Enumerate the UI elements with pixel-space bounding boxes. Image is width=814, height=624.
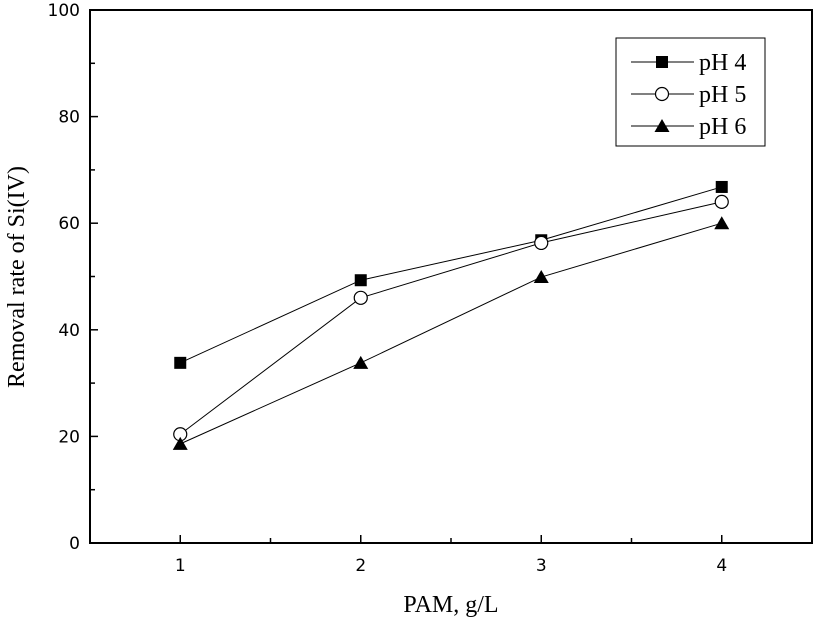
data-point [174,356,187,369]
series-ph-4 [174,180,728,369]
legend-label: pH 4 [699,50,746,76]
series-line [180,222,722,445]
axes: 0 20 40 60 80 100 1 2 3 4 [48,1,813,576]
series-group [172,180,730,450]
legend-marker [656,56,668,68]
x-tick-label: 2 [355,556,366,576]
legend-box [615,37,766,147]
x-tick-label: 3 [536,556,547,576]
series-line [180,186,722,364]
legend-label: pH 5 [699,82,746,108]
data-point [715,180,728,193]
y-axis-label: Removal rate of Si(IV) [4,166,30,388]
x-axis-label: PAM, g/L [403,592,498,618]
y-tick-label: 100 [48,1,80,21]
y-tick-label: 40 [58,321,80,341]
x-tick-label: 1 [175,556,186,576]
legend-marker [654,119,670,132]
y-tick-label: 60 [58,214,80,234]
legend: pH 4 pH 5 pH 6 [615,37,766,147]
y-tick-label: 0 [69,534,80,554]
y-tick-label: 80 [58,108,80,128]
data-point [534,235,549,251]
data-point [354,274,367,287]
series-ph-6 [172,216,730,450]
data-point [353,355,369,369]
legend-marker [654,86,670,102]
series-ph-5 [173,194,729,442]
data-point [714,194,729,209]
legend-label: pH 6 [699,114,746,140]
y-tick-label: 20 [58,427,80,447]
data-point [533,270,549,284]
data-point [172,436,188,450]
series-line [179,201,722,435]
data-point [353,290,368,305]
data-point [714,216,730,230]
x-tick-label: 4 [716,556,727,576]
